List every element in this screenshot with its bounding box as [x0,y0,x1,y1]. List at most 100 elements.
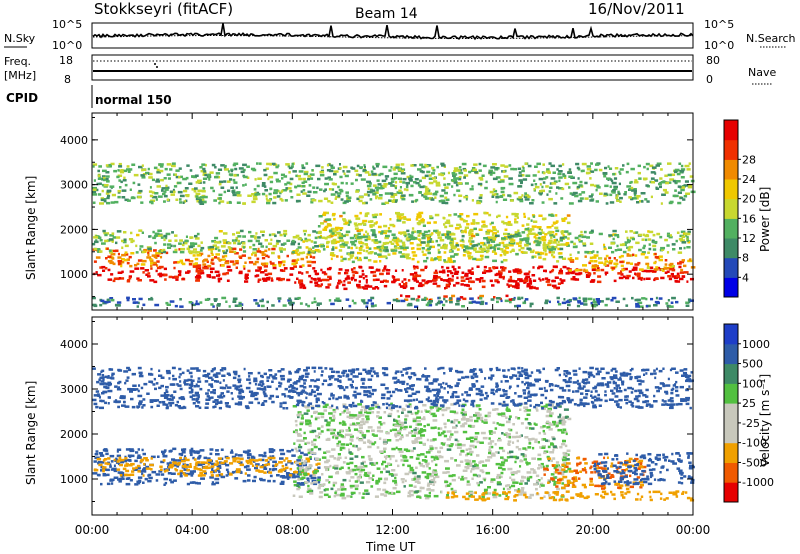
heatmap-cell [268,448,274,451]
heatmap-cell [589,280,595,283]
heatmap-cell [213,298,218,301]
heatmap-cell [553,239,557,242]
heatmap-cell [509,428,513,432]
heatmap-cell [401,169,404,173]
heatmap-cell [547,407,552,411]
heatmap-cell [345,298,350,301]
heatmap-cell [412,247,415,250]
heatmap-cell [322,245,325,248]
heatmap-cell [619,172,622,175]
heatmap-cell [330,193,336,196]
heatmap-cell [662,180,666,183]
heatmap-cell [418,191,422,194]
heatmap-cell [169,168,173,171]
heatmap-cell [191,188,196,191]
heatmap-cell [372,287,376,290]
heatmap-cell [478,162,482,166]
heatmap-cell [453,181,458,184]
heatmap-cell [349,457,354,460]
heatmap-cell [463,174,469,177]
heatmap-cell [414,490,419,493]
heatmap-cell [592,250,595,253]
heatmap-cell [296,413,301,417]
heatmap-cell [120,264,123,268]
heatmap-cell [423,230,428,234]
heatmap-cell [626,238,630,242]
heatmap-cell [112,236,116,239]
heatmap-cell [263,265,268,268]
heatmap-cell [326,245,329,248]
heatmap-cell [570,260,575,263]
heatmap-cell [173,185,178,188]
heatmap-cell [305,466,311,469]
heatmap-cell [674,280,678,283]
heatmap-cell [185,271,190,274]
heatmap-cell [242,163,247,167]
heatmap-cell [298,170,304,173]
heatmap-cell [370,296,375,300]
power-ylabel: Slant Range [km] [24,176,38,280]
heatmap-cell [190,242,195,245]
colorbar-tick-label: 12 [742,232,756,245]
heatmap-cell [437,243,441,247]
heatmap-cell [541,438,544,441]
heatmap-cell [141,250,145,254]
colorbar-frame [723,119,739,298]
heatmap-cell [217,280,221,283]
heatmap-cell [217,168,223,171]
heatmap-cell [173,479,177,482]
heatmap-cell [669,268,674,271]
heatmap-cell [625,230,628,233]
heatmap-cell [372,184,377,187]
heatmap-cell [418,220,421,223]
heatmap-cell [422,404,427,407]
heatmap-cell [252,197,258,201]
heatmap-cell [559,252,563,255]
heatmap-cell [293,480,297,483]
heatmap-cell [327,176,331,179]
heatmap-cell [482,164,487,168]
heatmap-cell [508,223,513,226]
heatmap-cell [254,466,258,470]
heatmap-cell [286,239,291,242]
heatmap-cell [553,423,556,426]
heatmap-cell [389,218,392,221]
heatmap-cell [554,226,559,230]
heatmap-cell [495,200,498,204]
heatmap-cell [277,470,283,473]
heatmap-cell [434,196,437,199]
heatmap-cell [393,172,398,176]
heatmap-cell [264,262,269,265]
heatmap-cell [358,426,363,429]
heatmap-cell [406,229,410,233]
heatmap-cell [285,463,288,466]
heatmap-cell [578,296,581,300]
heatmap-cell [416,416,421,419]
heatmap-cell [578,184,583,187]
heatmap-cell [361,418,365,421]
heatmap-cell [373,462,376,465]
heatmap-cell [262,454,267,458]
heatmap-cell [211,481,215,484]
heatmap-cell [555,238,558,242]
heatmap-cell [328,481,331,484]
heatmap-cell [452,410,456,414]
heatmap-cell [475,222,480,225]
heatmap-cell [120,460,125,464]
heatmap-cell [553,286,556,289]
heatmap-cell [660,202,663,205]
heatmap-cell [572,245,578,249]
heatmap-cell [362,169,367,172]
heatmap-cell [390,455,395,458]
heatmap-cell [366,411,372,415]
heatmap-cell [209,476,214,479]
heatmap-cell [324,460,329,464]
heatmap-cell [335,226,340,230]
heatmap-cell [178,248,181,251]
heatmap-cell [364,275,368,278]
heatmap-cell [148,190,153,193]
heatmap-cell [431,172,435,175]
heatmap-cell [519,489,524,492]
heatmap-cell [459,244,465,247]
heatmap-cell [283,459,286,462]
